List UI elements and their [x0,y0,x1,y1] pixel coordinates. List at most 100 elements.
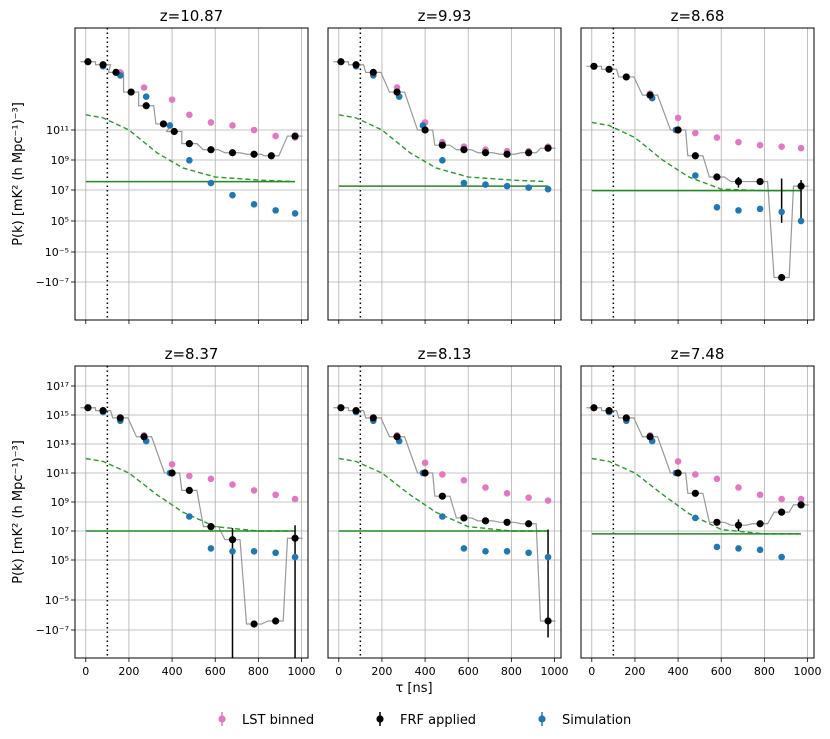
frf-point [185,140,193,148]
frf-point [272,617,280,625]
frf-point [84,58,92,66]
simulation-point [272,549,279,557]
lst-point [186,472,193,480]
frf-point [797,501,805,509]
frf-point [691,152,699,160]
frf-point [525,149,533,157]
legend-label: LST binned [242,713,314,728]
frf-point [778,273,786,282]
legend-marker [218,715,226,723]
frf-point [207,523,215,531]
frf-point [674,469,682,477]
frf-point [168,469,176,477]
x-tick-label: 600 [711,665,732,678]
simulation-point [503,182,511,190]
frf-point [421,469,429,477]
y-tick-label: 10⁵ [51,554,69,567]
frf-point [369,414,377,422]
simulation-point [713,204,721,211]
legend-label: FRF applied [400,713,476,728]
simulation-point [142,93,150,100]
panel-frame [580,365,815,659]
lst-point [460,476,468,484]
lst-point [168,461,176,468]
y-tick-label: 10⁻⁵ [45,246,69,259]
lst-point [291,495,299,503]
frf-step-line [586,65,809,279]
lst-point [797,495,805,503]
legend-marker [376,715,384,723]
frf-point [646,433,654,441]
panel-title: z=10.87 [160,7,223,25]
x-tick-label: 800 [501,665,522,678]
simulation-point [482,548,489,555]
plot-content [586,366,809,658]
lst-point [272,491,279,499]
lst-point [140,84,148,91]
panel-3: z=8.68 [580,7,815,324]
frf-point [713,518,721,526]
lst-point [525,494,532,501]
simulation-point [735,207,742,214]
lst-point [503,490,511,497]
frf-point [481,149,490,157]
frf-point [674,126,682,134]
simulation-point [207,179,215,187]
panel-frame [327,365,562,659]
foreground-dashed-line [338,114,546,183]
lst-point [272,132,279,140]
x-tick-label: 1000 [288,665,316,678]
frf-point [291,534,299,542]
y-tick-label: 10¹⁵ [46,409,69,422]
frf-point [756,520,764,528]
frf-point [228,149,237,157]
simulation-point [482,181,489,188]
x-tick-label: 0 [82,665,89,678]
lst-point [168,96,176,103]
frf-point [116,414,124,422]
simulation-point [778,208,785,216]
frf-point [369,68,377,76]
simulation-point [166,122,174,129]
frf-point [544,617,552,625]
plot-content [80,366,303,658]
x-tick-label: 200 [624,665,645,678]
x-tick-label: 800 [754,665,775,678]
simulation-point [503,548,511,555]
simulation-point [229,548,236,555]
frf-point [590,404,598,412]
frf-point [112,68,120,76]
x-tick-label: 1000 [794,665,822,678]
lst-point [692,471,699,478]
panel-2: z=9.93 [327,7,562,324]
lst-point [797,144,805,152]
x-tick-label: 400 [162,665,183,678]
frf-point [207,146,215,154]
y-tick-label: −10⁻⁷ [36,276,69,289]
frf-point [691,489,699,497]
frf-point [481,517,490,525]
frf-point [622,73,630,81]
y-tick-label: 10⁻⁵ [45,594,69,607]
simulation-point [186,513,193,520]
lst-point [229,122,236,129]
frf-point [421,126,429,134]
simulation-point [291,210,299,217]
lst-point [229,481,236,488]
x-tick-label: 400 [415,665,436,678]
frf-point [438,492,446,500]
simulation-point [460,179,468,187]
y-tick-label: 10¹⁷ [46,380,69,393]
frf-point [778,508,786,516]
lst-point [713,475,721,483]
lst-point [674,458,682,465]
frf-point [99,407,107,415]
panel-title: z=8.68 [671,7,725,25]
x-tick-label: 600 [205,665,226,678]
x-tick-label: 200 [118,665,139,678]
frf-point [228,536,237,544]
lst-point [544,497,552,504]
foreground-dashed-line [85,457,293,532]
frf-point [142,102,150,110]
